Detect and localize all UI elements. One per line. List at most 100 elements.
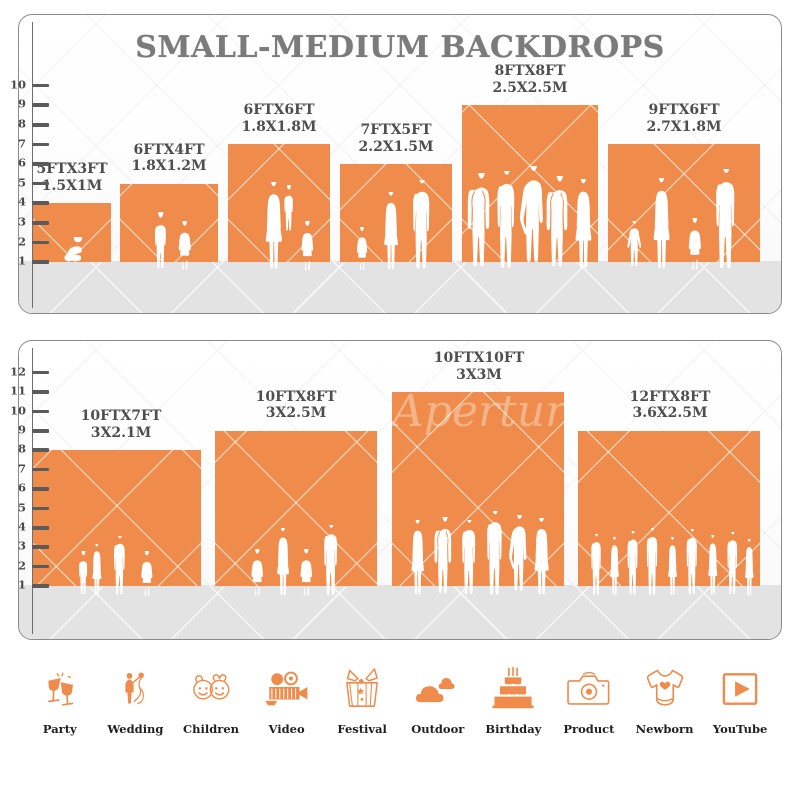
bar-size-feet: 10FTX7FT [80,408,162,425]
y-axis-tick-mark [32,448,49,452]
people-silhouette-group [120,184,218,284]
y-axis-tick-mark [32,260,49,264]
icon-caption: YouTube [712,722,768,736]
bar-size-label: 5FTX3FT 1.5X1M [20,161,124,194]
person-silhouette [727,532,738,595]
person-silhouette [114,536,126,595]
person-silhouette [284,184,294,231]
person-silhouette [520,166,544,263]
bar-size-feet: 10FTX8FT [255,388,337,405]
outdoor-icon [415,660,460,718]
person-silhouette [745,538,754,596]
icon-item-birthday[interactable]: Birthday [476,660,552,770]
bar-lattice-pattern [215,430,377,586]
icon-item-video[interactable]: Video [249,660,325,770]
y-axis-tick-label: 1 [17,577,26,592]
y-axis-tick-label: 9 [17,96,26,111]
person-silhouette [63,237,82,262]
person-silhouette [646,527,658,595]
people-silhouette-group [608,144,760,284]
bar-size-label: 12FTX8FT 3.6X2.5M [572,389,768,422]
bar-size-feet: 12FTX8FT [629,388,711,405]
person-silhouette [487,510,502,595]
y-axis-tick-label: 5 [17,175,26,190]
person-silhouette [686,529,698,595]
bar-size-label: 10FTX8FT 3X2.5M [208,389,384,422]
icon-caption: Video [268,722,305,736]
y-axis-tick-mark [32,240,49,245]
person-silhouette [708,535,718,596]
y-axis-tick-label: 4 [17,194,26,209]
y-axis-tick-label: 4 [17,519,26,534]
use-case-icon-strip: Party Wedding Children [0,660,800,770]
person-silhouette [546,175,568,267]
y-axis-tick-mark [32,409,49,414]
person-silhouette [301,220,314,270]
people-silhouette-group [462,105,598,284]
people-silhouette-group [392,392,564,608]
y-axis-bottom: 1 2 3 4 5 6 7 8 9 10 11 12 [2,0,62,800]
y-axis-tick-mark [32,83,49,88]
bar-size-label: 9FTX6FT 2.7X1.8M [600,102,768,135]
y-axis-tick-mark [32,162,49,166]
person-silhouette [178,221,191,270]
bar-size-feet: 7FTX5FT [360,122,432,138]
children-icon [188,660,234,718]
person-silhouette [383,191,398,269]
person-silhouette [626,220,641,266]
bar-size-feet: 10FTX10FT [433,350,525,366]
y-axis-tick-label: 3 [17,214,26,229]
bar-lattice-pattern [120,183,218,262]
bar-size-feet: 6FTX6FT [243,102,315,119]
festival-icon [340,660,384,718]
icon-item-party[interactable]: Party [22,660,98,770]
bar-size-label: 6FTX6FT 1.8X1.8M [218,102,340,135]
bar-size-meters: 3X3M [456,366,502,383]
icon-item-children[interactable]: Children [173,660,249,770]
person-silhouette [357,226,368,270]
person-silhouette [668,536,678,596]
people-silhouette-group [340,164,452,284]
icon-item-outdoor[interactable]: Outdoor [400,660,476,770]
bar-size-meters: 1.8X1.2M [131,158,207,175]
icon-caption: Product [563,722,615,736]
bar-size-meters: 2.7X1.8M [646,118,722,135]
icon-item-festival[interactable]: Festival [324,660,400,770]
person-silhouette [434,516,452,593]
person-silhouette [653,178,670,269]
person-silhouette [79,551,88,595]
y-axis-tick-mark [32,526,49,530]
newborn-icon [644,660,686,718]
youtube-icon [719,660,761,718]
bar-size-label: 10FTX10FT 3X3M [386,350,572,383]
y-axis-tick-mark [32,103,49,107]
y-axis-tick-label: 6 [17,480,26,495]
icon-item-youtube[interactable]: YouTube [702,660,778,770]
y-axis-tick-label: 7 [17,461,26,476]
people-silhouette-group [215,431,377,608]
person-silhouette [411,520,425,595]
person-silhouette [277,527,290,595]
y-axis-tick-label: 9 [17,422,26,437]
bar-size-feet: 9FTX6FT [648,102,720,119]
y-axis-tick-label: 11 [9,383,26,398]
y-axis-tick-label: 2 [17,558,26,573]
person-silhouette [92,544,102,596]
birthday-icon [491,660,535,718]
product-icon [566,660,612,718]
bar-size-feet: 5FTX3FT [36,161,108,178]
person-silhouette [300,549,312,596]
icon-item-wedding[interactable]: Wedding [98,660,174,770]
y-axis-tick-mark [32,181,49,186]
icon-item-product[interactable]: Product [551,660,627,770]
bar-size-label: 8FTX8FT 2.5X2.5M [452,63,608,96]
backdrop-size-bar [33,203,111,262]
icon-caption: Birthday [485,722,542,736]
backdrop-size-bar [215,430,377,586]
icon-item-newborn[interactable]: Newborn [627,660,703,770]
y-axis-top: 1 2 3 4 5 6 7 8 9 10 [2,0,62,800]
bar-size-meters: 1.5X1M [41,177,103,194]
bar-size-label: 7FTX5FT 2.2X1.5M [332,122,460,155]
icon-caption: Wedding [107,722,164,736]
y-axis-tick-mark [32,201,49,205]
